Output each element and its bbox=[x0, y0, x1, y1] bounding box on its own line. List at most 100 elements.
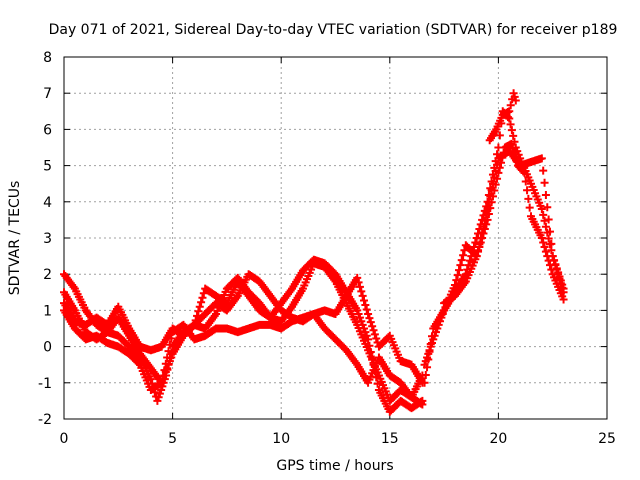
y-tick-label: 2 bbox=[43, 267, 52, 283]
data-point bbox=[63, 273, 65, 276]
data-point bbox=[156, 400, 159, 402]
data-point bbox=[128, 353, 130, 355]
data-point bbox=[367, 349, 369, 352]
data-point bbox=[247, 327, 250, 330]
data-point bbox=[160, 345, 163, 348]
y-tick-label: -1 bbox=[38, 376, 52, 392]
data-point bbox=[562, 291, 565, 294]
data-point bbox=[258, 302, 261, 304]
data-point bbox=[443, 309, 445, 312]
data-point bbox=[312, 262, 315, 265]
data-point bbox=[258, 309, 261, 312]
series-track-7 bbox=[440, 147, 568, 308]
y-tick-label: 0 bbox=[43, 340, 52, 356]
y-tick-label: 6 bbox=[43, 122, 52, 138]
data-point bbox=[95, 316, 98, 319]
data-point bbox=[508, 150, 511, 152]
data-point bbox=[399, 389, 402, 391]
data-point bbox=[497, 146, 500, 149]
data-point bbox=[345, 349, 348, 352]
data-point bbox=[541, 237, 543, 239]
data-point bbox=[117, 316, 120, 319]
data-point bbox=[410, 407, 413, 409]
data-point bbox=[488, 139, 491, 142]
y-tick-label: 5 bbox=[43, 159, 52, 175]
y-axis-label: SDTVAR / TECUs bbox=[7, 181, 23, 296]
data-point bbox=[389, 334, 391, 337]
data-point bbox=[193, 324, 196, 326]
data-point bbox=[334, 280, 337, 283]
data-point bbox=[323, 327, 326, 330]
data-point bbox=[95, 324, 98, 326]
data-point bbox=[334, 313, 337, 315]
data-points bbox=[60, 89, 568, 416]
data-point bbox=[215, 295, 217, 297]
data-point bbox=[204, 313, 206, 315]
data-point bbox=[356, 277, 359, 279]
data-point bbox=[465, 244, 467, 247]
series-track-4 bbox=[60, 306, 427, 402]
data-point bbox=[497, 157, 500, 160]
plot-frame bbox=[63, 56, 608, 420]
data-point bbox=[356, 324, 359, 326]
data-point bbox=[63, 291, 65, 294]
data-point bbox=[312, 313, 315, 315]
y-tick-label: 3 bbox=[43, 231, 52, 247]
data-point bbox=[204, 334, 206, 337]
data-point bbox=[389, 410, 391, 413]
data-point bbox=[508, 117, 511, 120]
series-track-8 bbox=[485, 89, 520, 145]
data-point bbox=[334, 273, 337, 276]
data-point bbox=[432, 338, 435, 341]
data-point bbox=[171, 331, 174, 333]
data-point bbox=[204, 287, 206, 290]
data-point bbox=[562, 298, 565, 301]
data-point bbox=[454, 284, 456, 286]
data-point bbox=[106, 324, 109, 326]
data-point bbox=[530, 182, 532, 185]
data-point bbox=[399, 400, 402, 402]
data-point bbox=[519, 164, 521, 167]
data-point bbox=[280, 327, 283, 330]
y-tick-label: -2 bbox=[38, 412, 52, 428]
data-point bbox=[510, 143, 513, 145]
data-point bbox=[291, 305, 293, 308]
data-point bbox=[323, 309, 326, 312]
data-point bbox=[410, 396, 413, 399]
data-point bbox=[74, 309, 76, 312]
data-point bbox=[378, 389, 380, 391]
data-point bbox=[226, 287, 228, 290]
data-point bbox=[150, 389, 152, 391]
x-tick-label: 10 bbox=[272, 431, 290, 447]
data-point bbox=[247, 273, 250, 276]
data-point bbox=[63, 302, 65, 304]
data-point bbox=[171, 353, 174, 355]
series-track-2 bbox=[60, 259, 427, 409]
data-point bbox=[410, 363, 413, 366]
data-point bbox=[356, 363, 359, 366]
y-tick-label: 1 bbox=[43, 303, 52, 319]
data-point bbox=[423, 382, 426, 384]
data-point bbox=[182, 324, 185, 326]
data-point bbox=[541, 157, 543, 160]
y-tick-label: 8 bbox=[43, 50, 52, 66]
data-point bbox=[367, 382, 369, 384]
data-point bbox=[334, 338, 337, 341]
data-point bbox=[475, 255, 478, 257]
data-point bbox=[399, 382, 402, 384]
data-point bbox=[226, 302, 228, 304]
data-point bbox=[291, 320, 293, 323]
data-point bbox=[541, 208, 543, 210]
data-point bbox=[128, 345, 130, 348]
data-point bbox=[523, 172, 526, 174]
x-axis-label: GPS time / hours bbox=[276, 458, 393, 474]
data-point bbox=[269, 295, 272, 297]
data-point bbox=[512, 92, 515, 94]
data-point bbox=[530, 215, 532, 218]
data-point bbox=[421, 403, 424, 406]
data-point bbox=[182, 334, 185, 337]
data-point bbox=[258, 280, 261, 283]
data-point bbox=[367, 313, 369, 315]
data-point bbox=[378, 356, 380, 359]
data-point bbox=[139, 345, 141, 348]
